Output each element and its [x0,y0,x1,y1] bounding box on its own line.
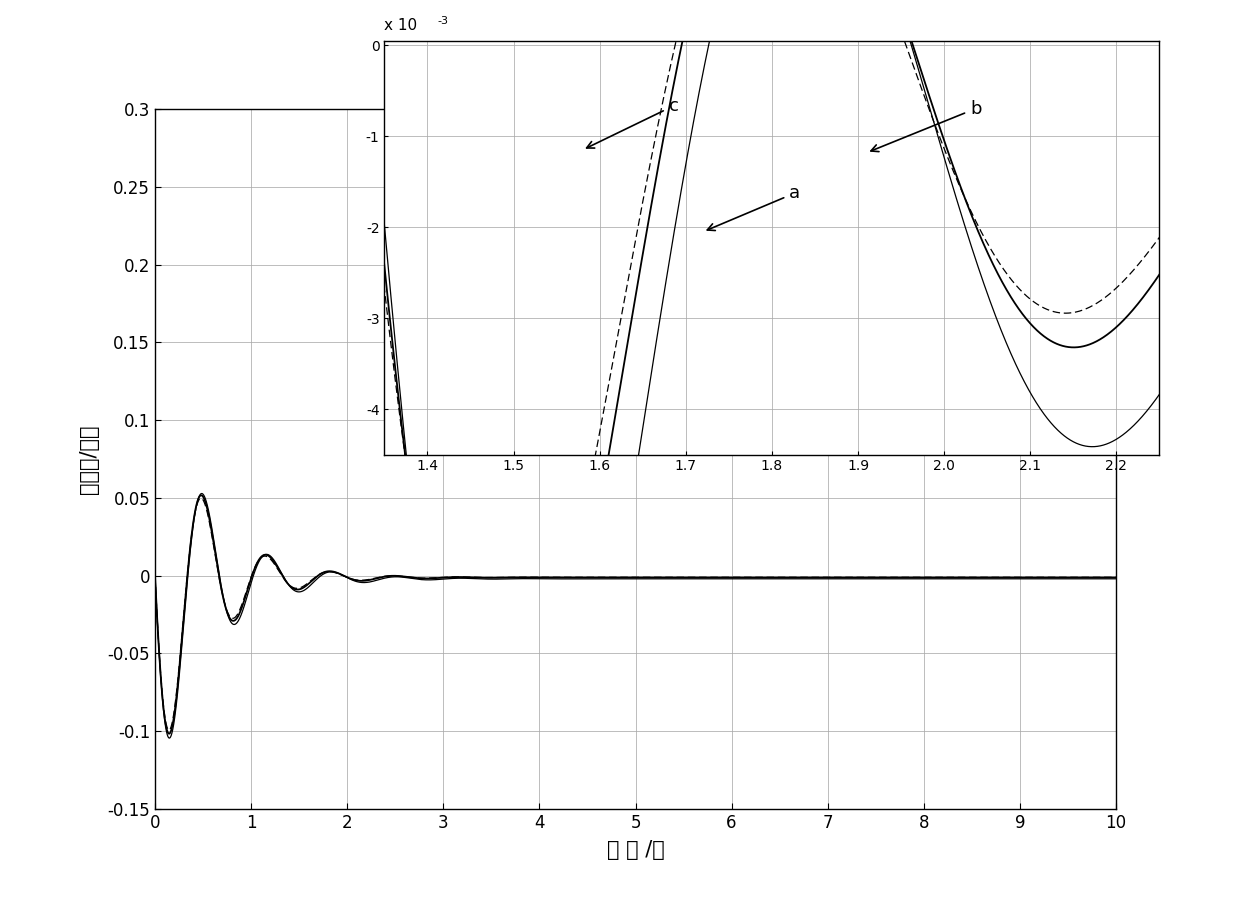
Text: a: a [707,185,800,231]
X-axis label: 时 间 /秒: 时 间 /秒 [606,840,665,860]
Text: b: b [870,100,981,152]
Y-axis label: 滚转角/弧度: 滚转角/弧度 [79,425,99,494]
Text: -3: -3 [436,16,448,26]
Text: c: c [587,97,678,148]
Text: x 10: x 10 [384,17,418,33]
